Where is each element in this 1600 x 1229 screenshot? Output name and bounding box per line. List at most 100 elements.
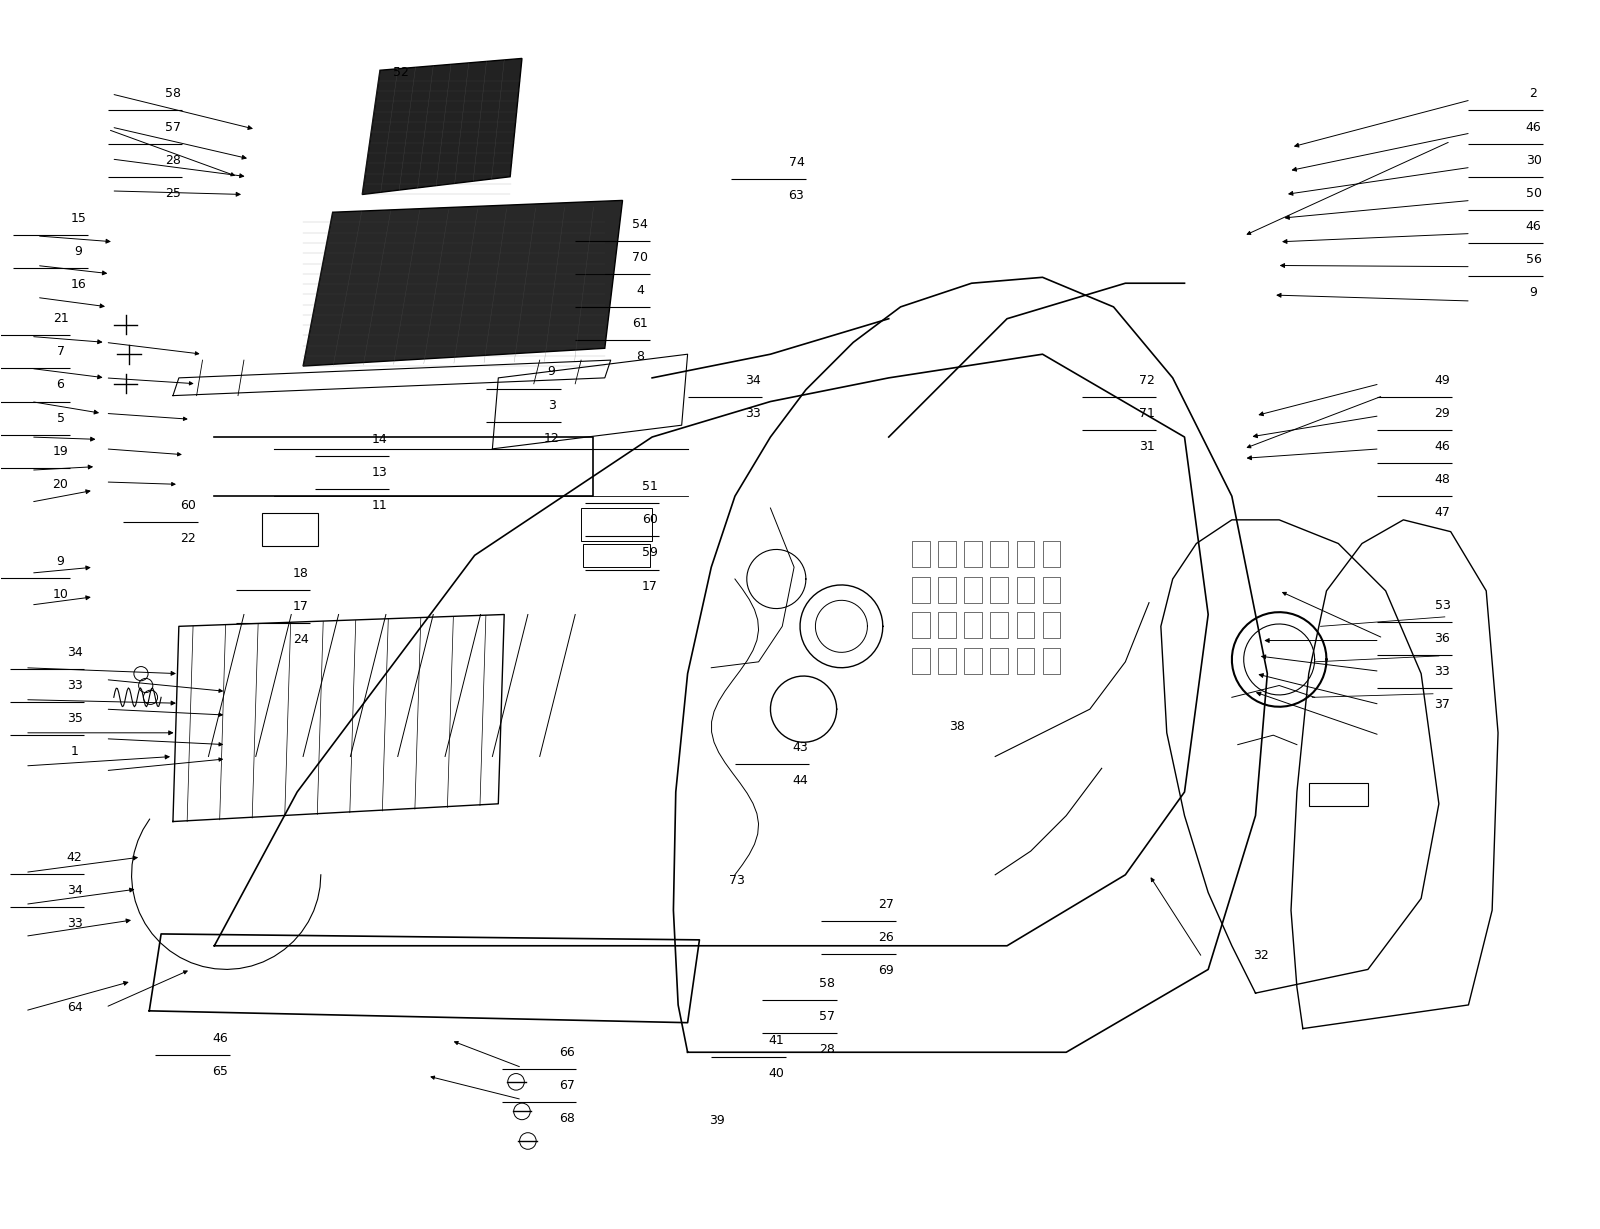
Text: 2: 2 [1530, 87, 1538, 101]
Text: 72: 72 [1139, 374, 1155, 387]
Text: 46: 46 [1526, 220, 1541, 234]
Text: 20: 20 [53, 478, 69, 490]
Text: 9: 9 [547, 365, 555, 379]
Bar [965, 541, 982, 567]
Bar [1043, 612, 1061, 638]
Text: 47: 47 [1435, 506, 1450, 519]
Text: 38: 38 [949, 720, 965, 734]
Text: 56: 56 [1526, 253, 1541, 265]
Bar [912, 576, 930, 602]
Text: 67: 67 [558, 1079, 574, 1091]
Text: 13: 13 [373, 466, 387, 479]
Text: 41: 41 [768, 1034, 784, 1047]
Text: 61: 61 [632, 317, 648, 329]
Text: 34: 34 [744, 374, 760, 387]
Text: 43: 43 [792, 741, 808, 753]
Text: 36: 36 [1435, 632, 1450, 645]
Bar [1043, 648, 1061, 673]
Text: 53: 53 [1435, 599, 1450, 612]
Text: 9: 9 [74, 245, 82, 258]
Text: 46: 46 [1435, 440, 1450, 454]
Text: 31: 31 [1139, 440, 1155, 454]
Bar [1016, 612, 1034, 638]
Text: 60: 60 [642, 514, 658, 526]
Text: 6: 6 [56, 379, 64, 392]
Bar [939, 612, 957, 638]
Bar [990, 576, 1008, 602]
Text: 15: 15 [70, 211, 86, 225]
Text: 48: 48 [1435, 473, 1450, 487]
Bar [912, 541, 930, 567]
Text: 68: 68 [558, 1112, 574, 1125]
Text: 18: 18 [293, 567, 309, 580]
Bar [912, 648, 930, 673]
Text: 39: 39 [709, 1115, 725, 1127]
Bar [1043, 541, 1061, 567]
Text: 35: 35 [67, 712, 83, 725]
Text: 26: 26 [878, 932, 894, 944]
Text: 27: 27 [878, 898, 894, 911]
Text: 58: 58 [819, 977, 835, 991]
Text: 42: 42 [67, 850, 83, 864]
Bar [990, 648, 1008, 673]
Text: 59: 59 [642, 547, 658, 559]
Text: 12: 12 [544, 431, 560, 445]
Text: 33: 33 [744, 407, 760, 420]
Bar [939, 648, 957, 673]
Text: 70: 70 [632, 251, 648, 264]
Text: 63: 63 [789, 189, 805, 203]
Polygon shape [302, 200, 622, 366]
Text: 3: 3 [547, 398, 555, 412]
Text: 57: 57 [165, 120, 181, 134]
Text: 46: 46 [1526, 120, 1541, 134]
Text: 40: 40 [768, 1067, 784, 1080]
Text: 51: 51 [642, 481, 658, 493]
Text: 32: 32 [1253, 949, 1269, 962]
Text: 44: 44 [792, 773, 808, 787]
Text: 10: 10 [53, 587, 69, 601]
Text: 29: 29 [1435, 407, 1450, 420]
Text: 65: 65 [213, 1064, 229, 1078]
Text: 4: 4 [637, 284, 645, 297]
Bar [584, 543, 650, 567]
Bar [581, 508, 653, 541]
Text: 71: 71 [1139, 407, 1155, 420]
Text: 9: 9 [56, 554, 64, 568]
Text: 34: 34 [67, 646, 83, 659]
Bar [965, 576, 982, 602]
Text: 46: 46 [213, 1031, 229, 1045]
Text: 21: 21 [53, 312, 69, 326]
Text: 69: 69 [878, 964, 894, 977]
Bar [939, 541, 957, 567]
Text: 57: 57 [819, 1010, 835, 1024]
Bar [990, 612, 1008, 638]
Bar [965, 648, 982, 673]
Bar [262, 512, 318, 546]
Bar [1016, 541, 1034, 567]
Text: 5: 5 [56, 412, 64, 424]
Text: 54: 54 [632, 218, 648, 231]
Bar [1016, 576, 1034, 602]
Text: 64: 64 [67, 1000, 83, 1014]
Text: 14: 14 [373, 433, 387, 446]
Text: 8: 8 [637, 350, 645, 363]
Polygon shape [362, 59, 522, 194]
Text: 37: 37 [1435, 698, 1450, 710]
Bar [1043, 576, 1061, 602]
Bar [939, 576, 957, 602]
Text: 66: 66 [558, 1046, 574, 1058]
Text: 34: 34 [67, 884, 83, 897]
Text: 50: 50 [1525, 187, 1541, 200]
Text: 9: 9 [1530, 286, 1538, 299]
Text: 33: 33 [67, 678, 83, 692]
Bar [912, 612, 930, 638]
Text: 49: 49 [1435, 374, 1450, 387]
Text: 30: 30 [1526, 154, 1541, 167]
Text: 1: 1 [70, 745, 78, 758]
Bar [990, 541, 1008, 567]
Text: 28: 28 [819, 1043, 835, 1057]
Text: 19: 19 [53, 445, 69, 457]
Text: 7: 7 [56, 345, 64, 359]
Text: 74: 74 [789, 156, 805, 170]
Bar [1016, 648, 1034, 673]
